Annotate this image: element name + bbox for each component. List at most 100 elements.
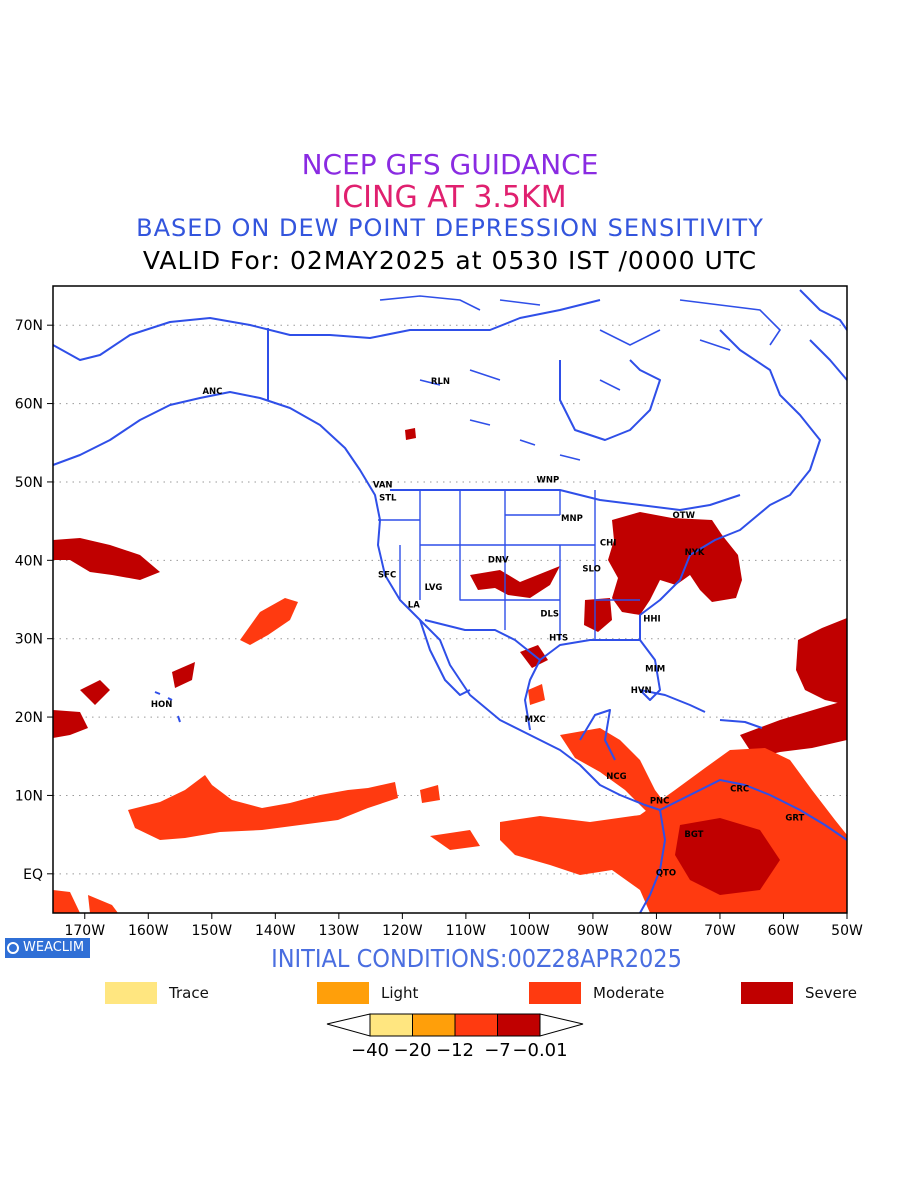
coast-gulf: [524, 639, 661, 731]
lat-label: 20N: [15, 710, 43, 726]
icing-severe-atlantic: [796, 618, 847, 705]
legend-swatch: [529, 982, 581, 1004]
lon-label: 60W: [768, 923, 800, 939]
lon-label: 160W: [128, 923, 169, 939]
icing-moderate-sw-corner: [53, 890, 80, 913]
lat-label: 40N: [15, 553, 43, 569]
city-label-bgt: BGT: [684, 830, 703, 840]
colorbar-box: [369, 1013, 413, 1037]
colorbar-tick-label: −40: [351, 1040, 389, 1061]
weaclim-logo-icon: [7, 942, 19, 954]
coast-greenland: [799, 289, 847, 381]
colorbar-box: [497, 1013, 541, 1037]
icing-moderate-itcz-small: [420, 785, 440, 803]
icing-moderate-mexico: [528, 684, 545, 705]
colorbar-tick-label: −20: [393, 1040, 432, 1061]
icing-moderate-sw-corner2: [88, 895, 118, 913]
city-label-stl: STL: [379, 494, 397, 504]
city-label-qto: QTO: [656, 868, 676, 878]
city-label-van: VAN: [373, 480, 393, 490]
city-label-hon: HON: [151, 700, 172, 710]
border-us-mexico: [424, 619, 541, 661]
city-label-crc: CRC: [730, 785, 749, 795]
icing-severe-hawaii-w: [53, 710, 88, 738]
legend-label: Severe: [805, 984, 857, 1002]
icing-severe-midwest: [470, 566, 560, 598]
lat-label: EQ: [23, 867, 43, 883]
lon-label: 110W: [446, 923, 487, 939]
icing-areas: [53, 428, 847, 913]
lon-label: 150W: [192, 923, 233, 939]
coast-cuba: [639, 689, 706, 713]
weaclim-badge-label: WEACLIM: [23, 940, 85, 955]
lon-label: 80W: [641, 923, 673, 939]
icing-severe-northeast: [608, 512, 742, 615]
icing-severe-plains: [584, 598, 612, 632]
icing-moderate-itcz-east: [430, 830, 480, 850]
city-label-hhi: HHI: [643, 614, 660, 624]
lat-label: 60N: [15, 397, 43, 413]
icing-severe-hawaii-e: [172, 662, 195, 688]
coast-hawaii: [154, 691, 181, 723]
city-label-rln: RLN: [431, 377, 450, 387]
lon-label: 130W: [319, 923, 360, 939]
coastlines: [53, 289, 847, 913]
state-lines: [378, 490, 640, 640]
city-label-mnp: MNP: [561, 514, 583, 524]
colorbar-right-arrow: [539, 1013, 584, 1037]
city-label-pnc: PNC: [650, 796, 670, 806]
lon-label: 120W: [382, 923, 423, 939]
lat-label: 50N: [15, 475, 43, 491]
colorbar-tick-label: −0.01: [512, 1040, 568, 1061]
initial-conditions: INITIAL CONDITIONS:00Z28APR2025: [271, 944, 682, 973]
icing-severe-mid-pac: [80, 680, 110, 705]
lon-label: 170W: [64, 923, 105, 939]
axis-ticks: 70N 60N 50N 40N 30N 20N 10N EQ 170W 160W 150W 140W 1…: [15, 318, 863, 939]
lat-label: 10N: [15, 788, 43, 804]
icing-moderate-itcz-west: [128, 775, 398, 840]
coast-east: [639, 329, 821, 640]
coast-yucatan: [579, 709, 616, 761]
city-label-chi: CHI: [600, 538, 617, 548]
city-label-dls: DLS: [540, 610, 559, 620]
arctic-islands: [379, 295, 782, 461]
title-line4: VALID For: 02MAY2025 at 0530 IST /0000 U…: [142, 246, 758, 275]
plot-frame: [52, 285, 848, 914]
legend-swatch: [317, 982, 369, 1004]
city-label-dnv: DNV: [488, 556, 509, 566]
coast-baja: [419, 619, 471, 696]
colorbar-tick-label: −12: [436, 1040, 474, 1061]
city-labels: ANC RLN VAN STL WNP MNP OTW CHI NYK SFC DNV SLO LVG L…: [151, 377, 805, 878]
legend-item-severe: Severe: [741, 982, 857, 1004]
title-line1: NCEP GFS GUIDANCE: [301, 148, 599, 181]
title-line2: ICING AT 3.5KM: [333, 180, 567, 215]
city-label-sfc: SFC: [378, 571, 396, 581]
lat-label: 70N: [15, 318, 43, 334]
graticule: [53, 324, 847, 875]
city-label-nyk: NYK: [685, 548, 705, 558]
lon-label: 50W: [831, 923, 863, 939]
legend-item-moderate: Moderate: [529, 982, 664, 1004]
coast-hudson: [559, 359, 661, 441]
title-line3: BASED ON DEW POINT DEPRESSION SENSITIVIT…: [136, 214, 764, 242]
city-label-otw: OTW: [673, 511, 696, 521]
icing-severe-pacific-nw: [53, 538, 160, 580]
colorbar: [326, 1013, 584, 1037]
lat-label: 30N: [15, 632, 43, 648]
city-label-anc: ANC: [202, 387, 222, 397]
colorbar-tick-label: −7: [484, 1040, 511, 1061]
lon-label: 100W: [509, 923, 550, 939]
coast-south-america: [659, 779, 847, 841]
legend-item-light: Light: [317, 982, 418, 1004]
city-label-hvn: HVN: [631, 686, 652, 696]
weaclim-badge: WEACLIM: [5, 938, 91, 958]
city-label-mim: MIM: [645, 665, 665, 675]
icing-severe-caribbean: [740, 700, 847, 758]
icing-severe-amazon: [675, 818, 780, 895]
coast-hispaniola: [719, 719, 763, 729]
city-label-la: LA: [408, 600, 420, 610]
city-label-slo: SLO: [582, 564, 600, 574]
legend-label: Moderate: [593, 984, 665, 1002]
colorbar-left-arrow: [326, 1013, 371, 1037]
